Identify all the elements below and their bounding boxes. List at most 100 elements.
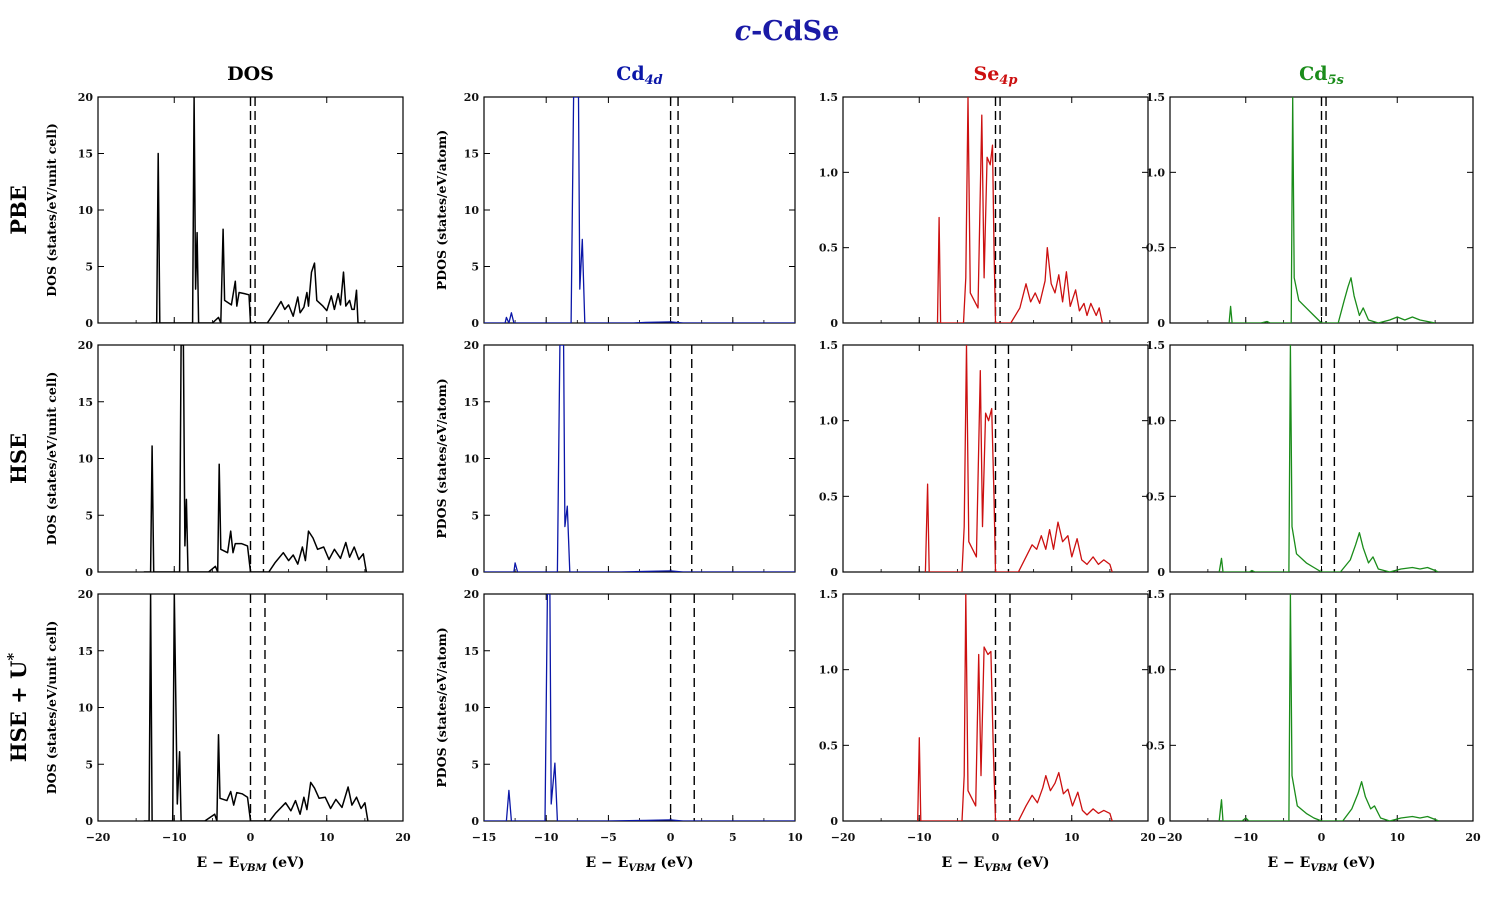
y-tick-label: 10 <box>464 453 480 466</box>
row-label-main: HSE <box>6 433 31 484</box>
column-title-main: Cd <box>616 63 644 85</box>
y-tick-label: 10 <box>78 702 94 715</box>
panel-dos-1: 0 5 10 15 20 DOS (states/eV/unit cell) <box>44 339 404 579</box>
y-tick-label: 15 <box>78 148 93 161</box>
y-tick-label: 5 <box>471 509 479 522</box>
y-tick-label: 15 <box>78 396 93 409</box>
y-tick-label: 15 <box>78 645 93 658</box>
column-title-sub: 4d <box>645 73 663 88</box>
x-tick-label: 20 <box>1465 831 1481 844</box>
y-tick-label: 0 <box>85 317 93 330</box>
column-title-sub: 4p <box>999 73 1017 88</box>
panel-cd4d-2: 0 5 10 15 20 PDOS (states/eV/atom) −15 −10 −5 0 5 1… <box>434 588 803 874</box>
x-tick-label: −10 <box>162 831 187 844</box>
y-axis-label: PDOS (states/eV/atom) <box>434 627 449 787</box>
x-tick-label: 10 <box>1064 831 1080 844</box>
y-tick-label: 5 <box>471 261 479 274</box>
x-tick-label: 0 <box>667 831 675 844</box>
y-tick-label: 0.5 <box>819 242 838 255</box>
x-tick-label: 10 <box>1390 831 1406 844</box>
panel-cd4d-0: 0 5 10 15 20 PDOS (states/eV/atom) <box>434 91 796 330</box>
dos-curve-cd4d <box>484 97 795 323</box>
y-tick-label: 10 <box>464 204 480 217</box>
x-tick-label: −20 <box>1158 831 1183 844</box>
y-tick-label: 5 <box>85 509 93 522</box>
x-tick-label: 0 <box>1318 831 1326 844</box>
row-label-main: HSE + U <box>6 661 31 763</box>
dos-curve-cd5s <box>1218 345 1439 572</box>
y-tick-label: 10 <box>78 204 94 217</box>
y-tick-label: 5 <box>85 261 93 274</box>
y-axis-label: DOS (states/eV/unit cell) <box>44 621 59 795</box>
y-tick-label: 1.0 <box>819 166 838 179</box>
y-tick-label: 0 <box>1157 815 1165 828</box>
panel-dos-2: 0 5 10 15 20 DOS (states/eV/unit cell) −20 −10 0… <box>44 588 411 874</box>
x-axis-label: E − EVBM (eV) <box>585 855 693 874</box>
y-tick-label: 0 <box>85 815 93 828</box>
y-tick-label: 20 <box>464 588 480 601</box>
panel-frame <box>483 96 796 324</box>
y-tick-label: 1.5 <box>1146 588 1165 601</box>
panel-cd5s-0: 0 0.5 1.0 1.5 <box>1146 91 1474 330</box>
y-tick-label: 1.0 <box>819 415 838 428</box>
x-tick-label: 5 <box>729 831 737 844</box>
x-axis-label: E − EVBM (eV) <box>196 855 304 874</box>
x-axis-label-unit: (eV) <box>656 855 694 871</box>
x-axis-label-sub: VBM <box>628 863 656 874</box>
panel-se4p-2: 0 0.5 1.0 1.5 −20 −10 0 10 20 E − EVBM (eV) <box>819 588 1156 874</box>
dos-curve-dos <box>143 345 368 572</box>
y-tick-label: 1.5 <box>1146 339 1165 352</box>
y-tick-label: 0 <box>471 317 479 330</box>
x-axis-label: E − EVBM (eV) <box>1267 855 1375 874</box>
row-label-1: HSE <box>6 433 31 484</box>
x-axis-label-main: E − E <box>941 855 984 871</box>
panel-frame <box>483 344 796 573</box>
y-tick-label: 10 <box>78 453 94 466</box>
x-tick-label: −10 <box>1233 831 1258 844</box>
x-tick-label: −15 <box>472 831 497 844</box>
x-tick-label: 20 <box>395 831 411 844</box>
panel-se4p-0: 0 0.5 1.0 1.5 <box>819 91 1149 330</box>
y-tick-label: 1.5 <box>819 91 838 104</box>
y-tick-label: 0 <box>830 566 838 579</box>
y-tick-label: 1.0 <box>819 664 838 677</box>
x-axis-label: E − EVBM (eV) <box>941 855 1049 874</box>
dos-curve-cd4d <box>484 594 795 821</box>
y-tick-label: 1.0 <box>1146 664 1165 677</box>
panel-dos-0: 0 5 10 15 20 DOS (states/eV/unit cell) <box>44 91 404 330</box>
y-axis-label: DOS (states/eV/unit cell) <box>44 123 59 297</box>
y-tick-label: 0 <box>1157 317 1165 330</box>
dos-curve-dos <box>151 97 365 323</box>
y-axis-label: DOS (states/eV/unit cell) <box>44 372 59 546</box>
x-tick-label: 20 <box>1140 831 1156 844</box>
column-title-se4p: Se4p <box>974 63 1018 88</box>
dos-curve-cd4d <box>484 345 795 572</box>
x-tick-label: −5 <box>600 831 617 844</box>
y-tick-label: 1.0 <box>1146 415 1165 428</box>
x-axis-label-main: E − E <box>1267 855 1310 871</box>
x-axis-label-sub: VBM <box>239 863 267 874</box>
x-tick-label: −10 <box>907 831 932 844</box>
x-tick-label: 10 <box>319 831 335 844</box>
y-tick-label: 15 <box>464 396 479 409</box>
y-tick-label: 0.5 <box>1146 242 1165 255</box>
panel-cd5s-1: 0 0.5 1.0 1.5 <box>1146 339 1474 579</box>
column-title-main: DOS <box>227 63 274 85</box>
y-tick-label: 1.0 <box>1146 166 1165 179</box>
figure-title-prefix: c <box>735 16 751 47</box>
y-tick-label: 0.5 <box>819 490 838 503</box>
x-axis-label-unit: (eV) <box>267 855 305 871</box>
y-tick-label: 0 <box>471 815 479 828</box>
column-title-cd4d: Cd4d <box>616 63 663 88</box>
dos-curve-cd5s <box>1218 594 1440 821</box>
column-title-main: Se <box>974 63 1000 85</box>
x-axis-label-unit: (eV) <box>1012 855 1050 871</box>
y-tick-label: 1.5 <box>819 588 838 601</box>
column-title-dos: DOS <box>227 63 274 85</box>
y-tick-label: 20 <box>78 588 94 601</box>
y-tick-label: 0 <box>85 566 93 579</box>
panel-cd4d-1: 0 5 10 15 20 PDOS (states/eV/atom) <box>434 339 796 579</box>
dos-curve-se4p <box>924 345 1113 572</box>
column-title-main: Cd <box>1299 63 1327 85</box>
